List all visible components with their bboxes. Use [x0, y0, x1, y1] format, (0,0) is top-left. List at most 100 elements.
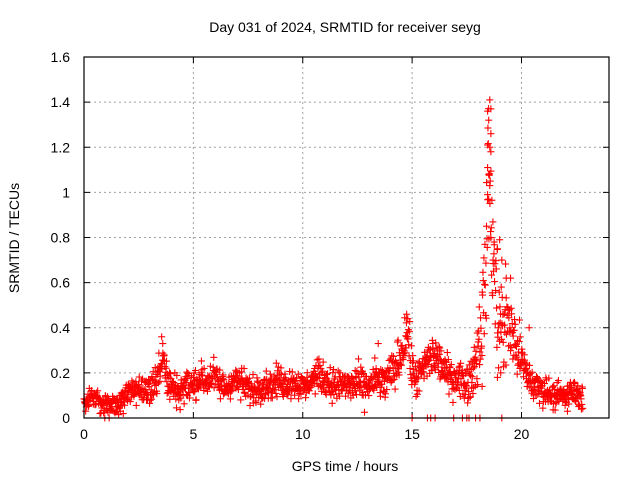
data-point [365, 392, 373, 400]
y-tick-label: 0.6 [51, 275, 71, 291]
data-point [302, 394, 310, 402]
data-point [415, 358, 423, 366]
data-point [413, 390, 421, 398]
data-point [514, 337, 522, 345]
data-point [577, 395, 585, 403]
data-point [158, 333, 166, 341]
data-point [288, 368, 296, 376]
data-point [435, 343, 443, 351]
data-point [487, 130, 495, 138]
data-point [388, 352, 396, 360]
data-point [531, 385, 539, 393]
data-point [276, 369, 284, 377]
data-point [513, 370, 521, 378]
data-point [513, 353, 521, 361]
y-tick-label: 0.4 [51, 320, 71, 336]
data-point [489, 256, 497, 264]
data-point [330, 390, 338, 398]
data-point [513, 343, 521, 351]
data-point [435, 350, 443, 358]
data-point [192, 396, 200, 404]
data-point [515, 338, 523, 346]
data-point [371, 354, 379, 362]
data-point [483, 222, 490, 230]
data-point [565, 400, 573, 408]
data-point [391, 385, 399, 393]
data-point [508, 320, 516, 328]
data-point [357, 363, 365, 371]
data-point [360, 408, 368, 416]
data-point [237, 396, 245, 404]
data-point [216, 366, 224, 374]
data-point [470, 343, 478, 351]
data-point [475, 303, 483, 311]
data-point [511, 320, 519, 328]
data-point [94, 387, 102, 395]
data-point [559, 385, 567, 393]
data-point [550, 382, 558, 390]
data-point [505, 342, 513, 350]
data-point [563, 407, 571, 415]
data-point [502, 361, 510, 369]
data-point [507, 274, 515, 282]
data-point [293, 374, 301, 382]
data-point [156, 372, 164, 380]
data-point [431, 360, 439, 368]
data-point [469, 390, 477, 398]
data-point [471, 363, 479, 371]
data-point [272, 389, 280, 397]
data-point [578, 384, 586, 392]
data-point [478, 382, 486, 390]
data-point [324, 370, 332, 378]
data-point [106, 399, 114, 407]
data-point [443, 349, 451, 357]
data-point [173, 371, 181, 379]
data-point [313, 356, 321, 364]
data-point [476, 361, 484, 369]
data-point [135, 381, 143, 389]
data-point [477, 324, 485, 332]
data-point [498, 335, 506, 343]
data-point [329, 369, 337, 377]
data-point [515, 348, 523, 356]
data-point [402, 319, 410, 327]
x-tick-label: 20 [514, 426, 530, 442]
data-point [153, 390, 161, 398]
data-point [479, 268, 487, 276]
data-point [263, 375, 271, 383]
data-point [316, 361, 324, 369]
data-point [354, 355, 362, 363]
data-point [377, 383, 385, 391]
data-point [507, 347, 515, 355]
data-point [328, 399, 336, 407]
data-point [126, 398, 134, 406]
data-point [190, 388, 198, 396]
data-point [303, 369, 311, 377]
x-tick-labels: 0 5 10 15 20 [80, 426, 529, 442]
data-point [516, 333, 524, 341]
data-point [535, 399, 543, 407]
data-point [319, 358, 327, 366]
data-point [475, 335, 483, 343]
data-point [336, 392, 344, 400]
data-point [488, 271, 496, 279]
data-point [203, 387, 211, 395]
data-point [176, 406, 184, 414]
data-point [159, 340, 167, 348]
data-point [330, 365, 338, 373]
data-point [155, 379, 163, 387]
data-point [191, 367, 199, 375]
data-point [488, 196, 496, 204]
data-point [484, 164, 492, 172]
data-point [447, 361, 455, 369]
data-points [80, 96, 587, 422]
data-point [469, 364, 477, 372]
data-point [183, 368, 191, 376]
data-point [132, 401, 140, 409]
data-point [420, 365, 428, 373]
data-point [374, 340, 382, 348]
data-point [163, 357, 171, 365]
data-point [266, 370, 274, 378]
data-point [579, 404, 587, 412]
data-point [381, 390, 389, 398]
